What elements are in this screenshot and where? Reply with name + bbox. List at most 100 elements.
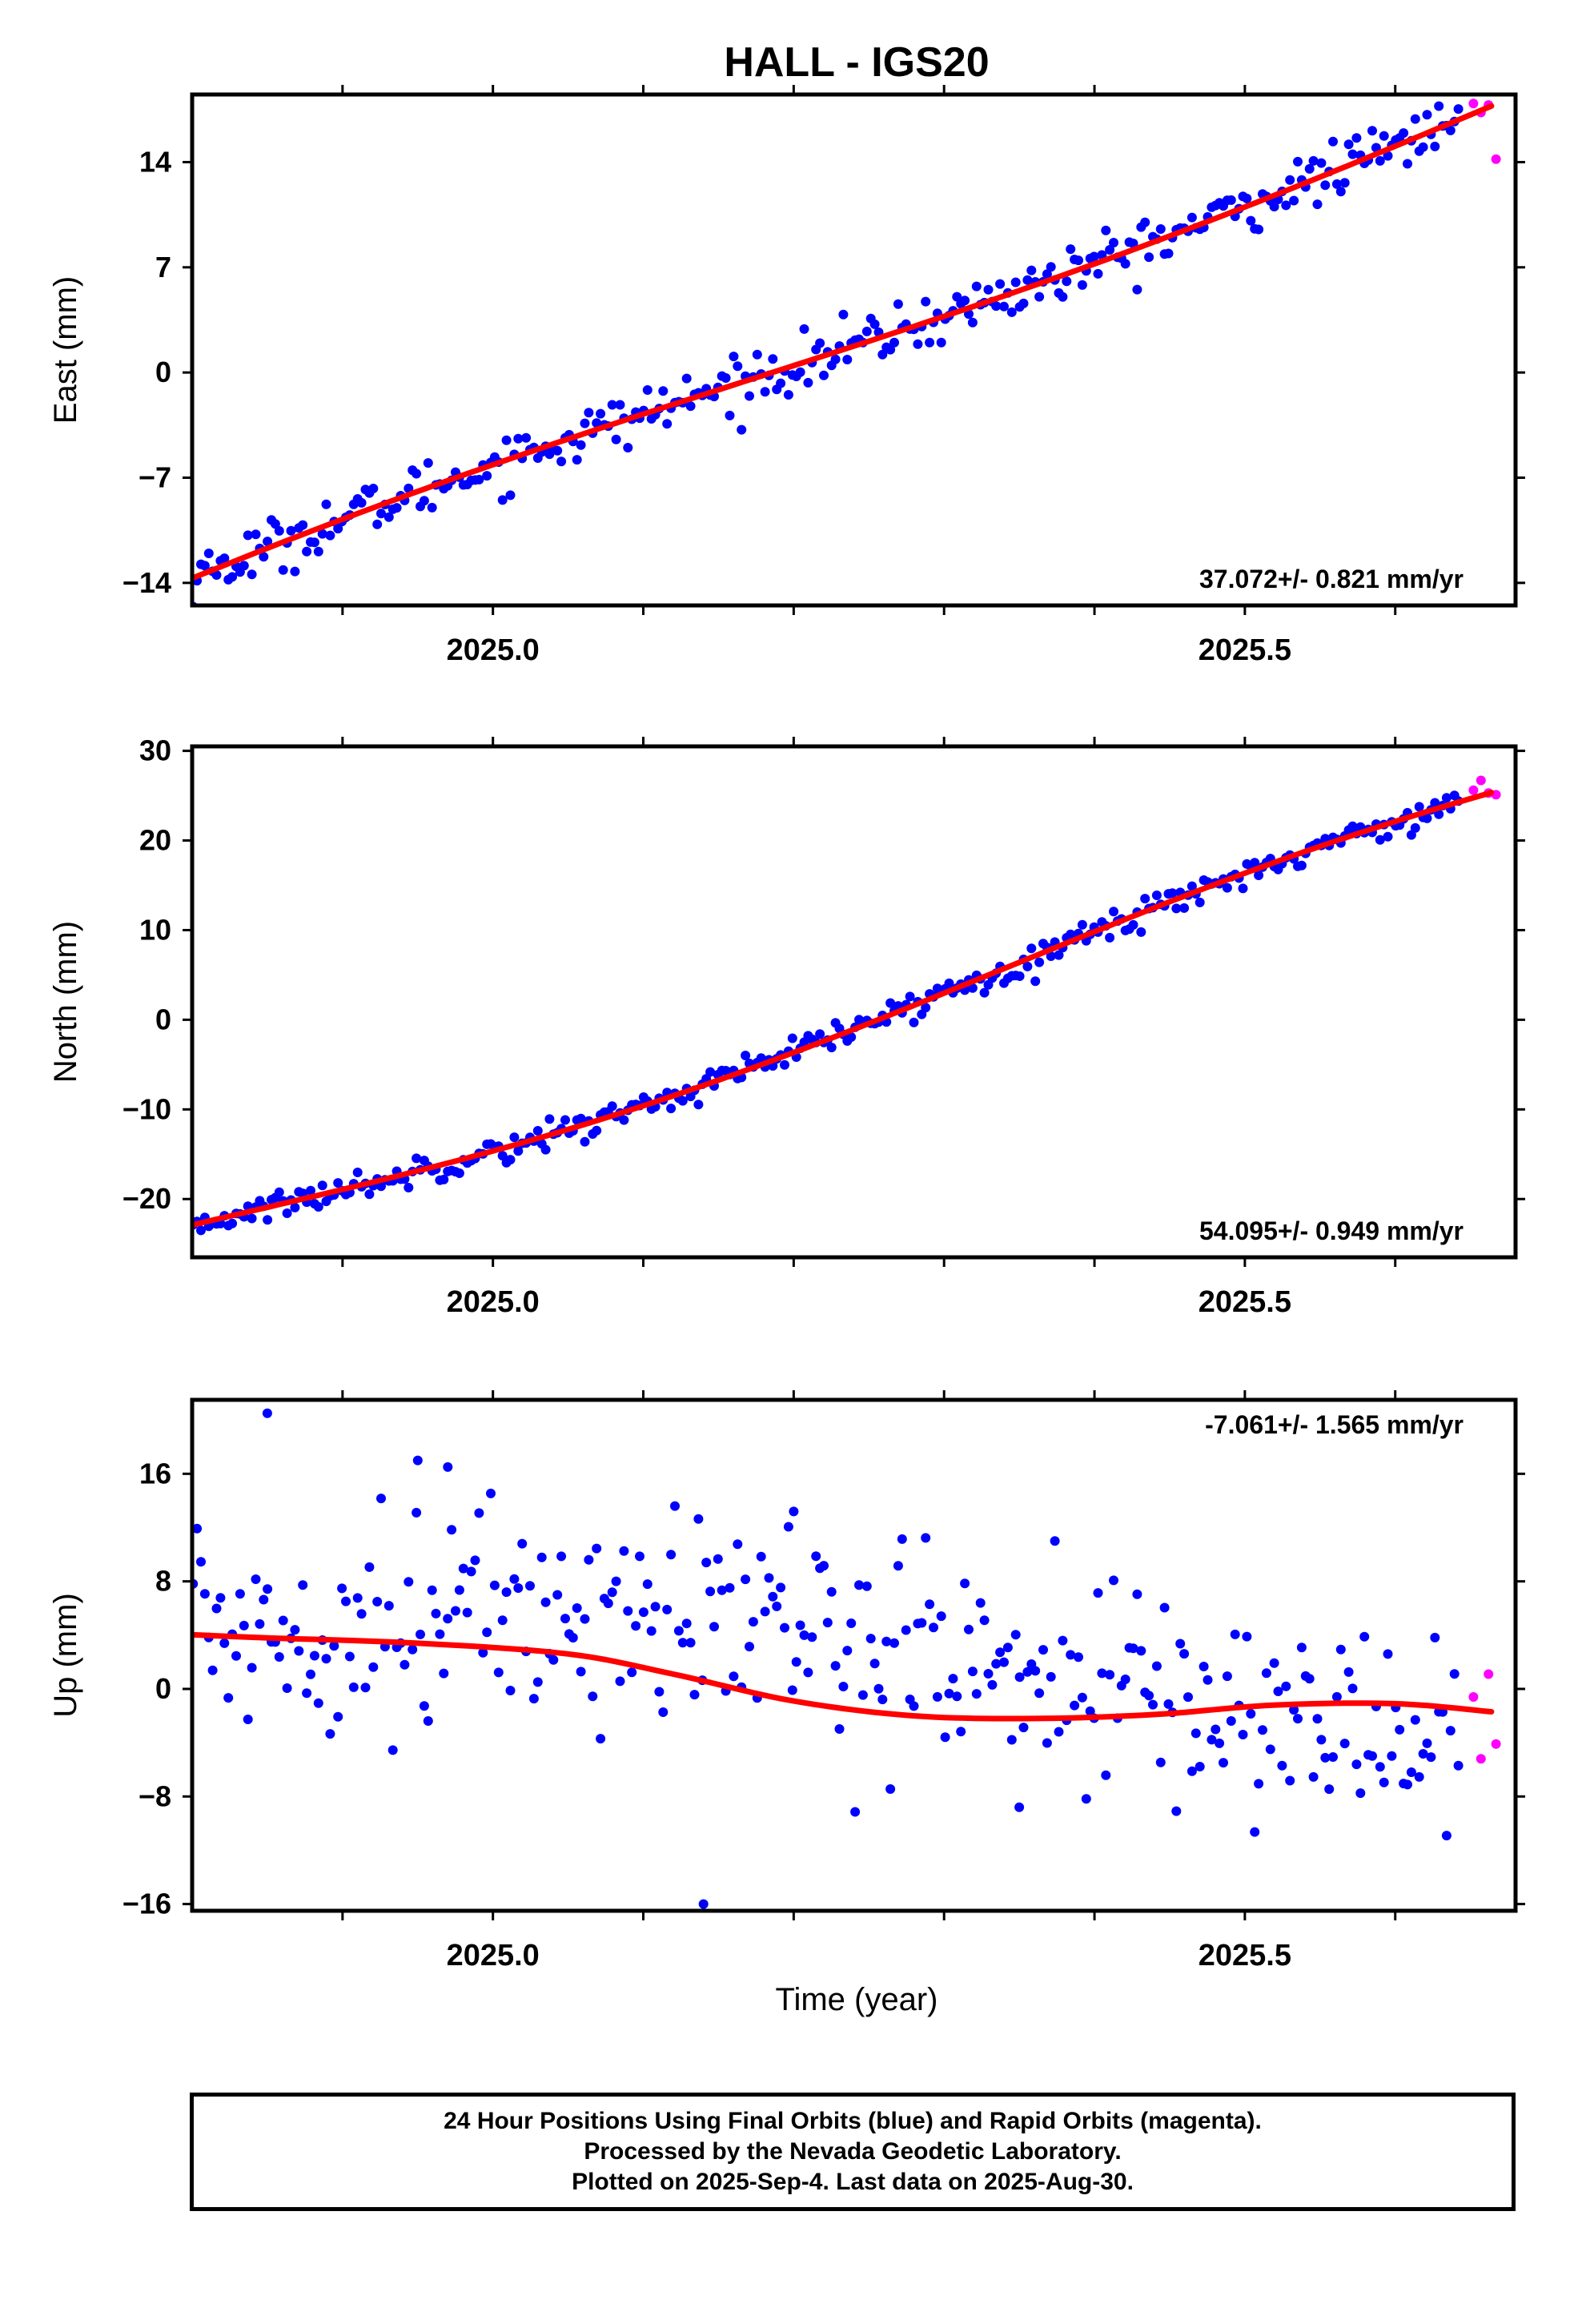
final-orbit-point xyxy=(1128,919,1138,930)
final-orbit-point xyxy=(439,1668,449,1679)
final-orbit-point xyxy=(251,529,261,540)
north-panel: −20 −10 0 10 20 30 2025.0 2025.5 North (mm) 54.09… xyxy=(48,734,1525,1319)
rapid-orbit-point xyxy=(1476,1754,1486,1764)
final-orbit-point xyxy=(815,338,825,348)
final-orbit-point xyxy=(1296,1642,1307,1653)
final-orbit-point xyxy=(263,1215,273,1225)
final-orbit-point xyxy=(192,1523,203,1534)
plot-frame-north xyxy=(190,744,1518,1260)
y-tick-label: −10 xyxy=(122,1092,171,1125)
final-orbit-point xyxy=(1242,1631,1252,1642)
final-orbit-point xyxy=(552,1590,563,1600)
y-tick-label: 7 xyxy=(155,251,171,283)
final-orbit-point xyxy=(799,1630,809,1640)
final-orbit-point xyxy=(1324,1784,1335,1795)
final-orbit-point xyxy=(372,1597,383,1606)
final-orbit-point xyxy=(372,519,383,529)
final-orbit-point xyxy=(1414,802,1424,812)
final-orbit-point xyxy=(243,1715,253,1724)
final-orbit-point xyxy=(1312,1714,1323,1724)
final-orbit-point xyxy=(1312,199,1323,210)
final-orbit-point xyxy=(999,1657,1009,1667)
final-orbit-point xyxy=(666,1104,677,1114)
final-orbit-point xyxy=(1410,1715,1420,1725)
final-orbit-point xyxy=(979,987,990,998)
final-orbit-point xyxy=(936,1611,946,1622)
final-orbit-point xyxy=(517,1538,528,1549)
rapid-orbit-point xyxy=(1491,1739,1501,1749)
rapid-orbit-point xyxy=(1468,785,1479,795)
final-orbit-point xyxy=(1171,903,1182,914)
final-orbit-point xyxy=(356,497,367,508)
final-orbit-point xyxy=(1175,1638,1186,1649)
final-orbit-point xyxy=(693,1514,704,1524)
final-orbit-point xyxy=(1022,275,1033,285)
final-orbit-point xyxy=(1034,1688,1045,1699)
final-orbit-point xyxy=(227,572,238,582)
final-orbit-point xyxy=(846,1032,857,1042)
final-orbit-point xyxy=(290,1202,300,1212)
final-orbit-point xyxy=(1308,1771,1319,1782)
final-orbit-point xyxy=(474,1508,484,1518)
x-tick-label: 2025.5 xyxy=(1199,1285,1291,1319)
final-orbit-point xyxy=(580,1136,590,1147)
final-orbit-point xyxy=(1034,292,1045,302)
final-orbit-point xyxy=(1101,1770,1111,1780)
final-orbit-point xyxy=(458,1563,468,1574)
final-orbit-point xyxy=(921,296,931,307)
final-orbit-point xyxy=(556,456,567,467)
final-orbit-point xyxy=(846,1618,857,1628)
final-orbit-point xyxy=(1151,891,1162,900)
final-orbit-point xyxy=(247,569,257,580)
final-orbit-point xyxy=(1320,1752,1331,1763)
final-orbit-point xyxy=(1093,1588,1103,1598)
final-orbit-point xyxy=(971,1689,982,1699)
y-axis-label: North (mm) xyxy=(48,921,83,1083)
final-orbit-point xyxy=(505,1686,516,1695)
final-orbit-point xyxy=(419,496,429,506)
final-orbit-point xyxy=(302,546,312,557)
final-orbit-point xyxy=(865,1634,876,1644)
final-orbit-point xyxy=(1105,1670,1115,1680)
final-orbit-point xyxy=(1383,831,1393,842)
final-orbit-point xyxy=(1136,1646,1146,1656)
final-orbit-point xyxy=(733,361,743,372)
final-orbit-point xyxy=(177,1606,187,1615)
final-orbit-point xyxy=(1128,1643,1138,1654)
final-orbit-point xyxy=(642,1579,652,1590)
final-orbit-point xyxy=(889,337,899,348)
final-orbit-point xyxy=(223,1693,234,1703)
final-orbit-point xyxy=(497,1615,508,1626)
final-orbit-point xyxy=(177,567,187,577)
rapid-orbit-point xyxy=(1476,775,1486,786)
final-orbit-point xyxy=(1018,298,1029,308)
final-orbit-point xyxy=(282,1683,292,1693)
final-orbit-point xyxy=(1026,943,1037,954)
final-orbit-point xyxy=(780,1059,789,1070)
final-orbit-point xyxy=(1120,1675,1130,1684)
final-orbit-point xyxy=(1222,883,1232,893)
final-orbit-point xyxy=(842,1646,853,1656)
final-orbit-point xyxy=(877,349,888,360)
final-orbit-point xyxy=(1074,1652,1083,1663)
final-orbit-point xyxy=(556,1551,567,1562)
final-orbit-point xyxy=(1010,1630,1021,1640)
final-orbit-point xyxy=(239,561,249,571)
final-orbit-point xyxy=(435,1629,445,1639)
final-orbit-point xyxy=(1269,202,1279,211)
final-orbit-point xyxy=(404,1577,414,1587)
final-orbit-point xyxy=(725,1582,735,1593)
final-orbit-point xyxy=(173,1699,183,1709)
y-tick-label: 30 xyxy=(139,734,171,767)
final-orbit-point xyxy=(901,1625,911,1635)
final-orbit-point xyxy=(1155,224,1166,234)
final-orbit-point xyxy=(412,1455,423,1466)
final-orbit-point xyxy=(408,1644,418,1655)
final-orbit-point xyxy=(1430,1632,1440,1642)
final-orbit-point xyxy=(960,1578,970,1589)
final-orbit-point xyxy=(811,1551,821,1562)
final-orbit-point xyxy=(180,1642,190,1651)
final-orbit-point xyxy=(1034,957,1045,967)
final-orbit-point xyxy=(1375,155,1385,166)
final-orbit-point xyxy=(607,400,617,410)
